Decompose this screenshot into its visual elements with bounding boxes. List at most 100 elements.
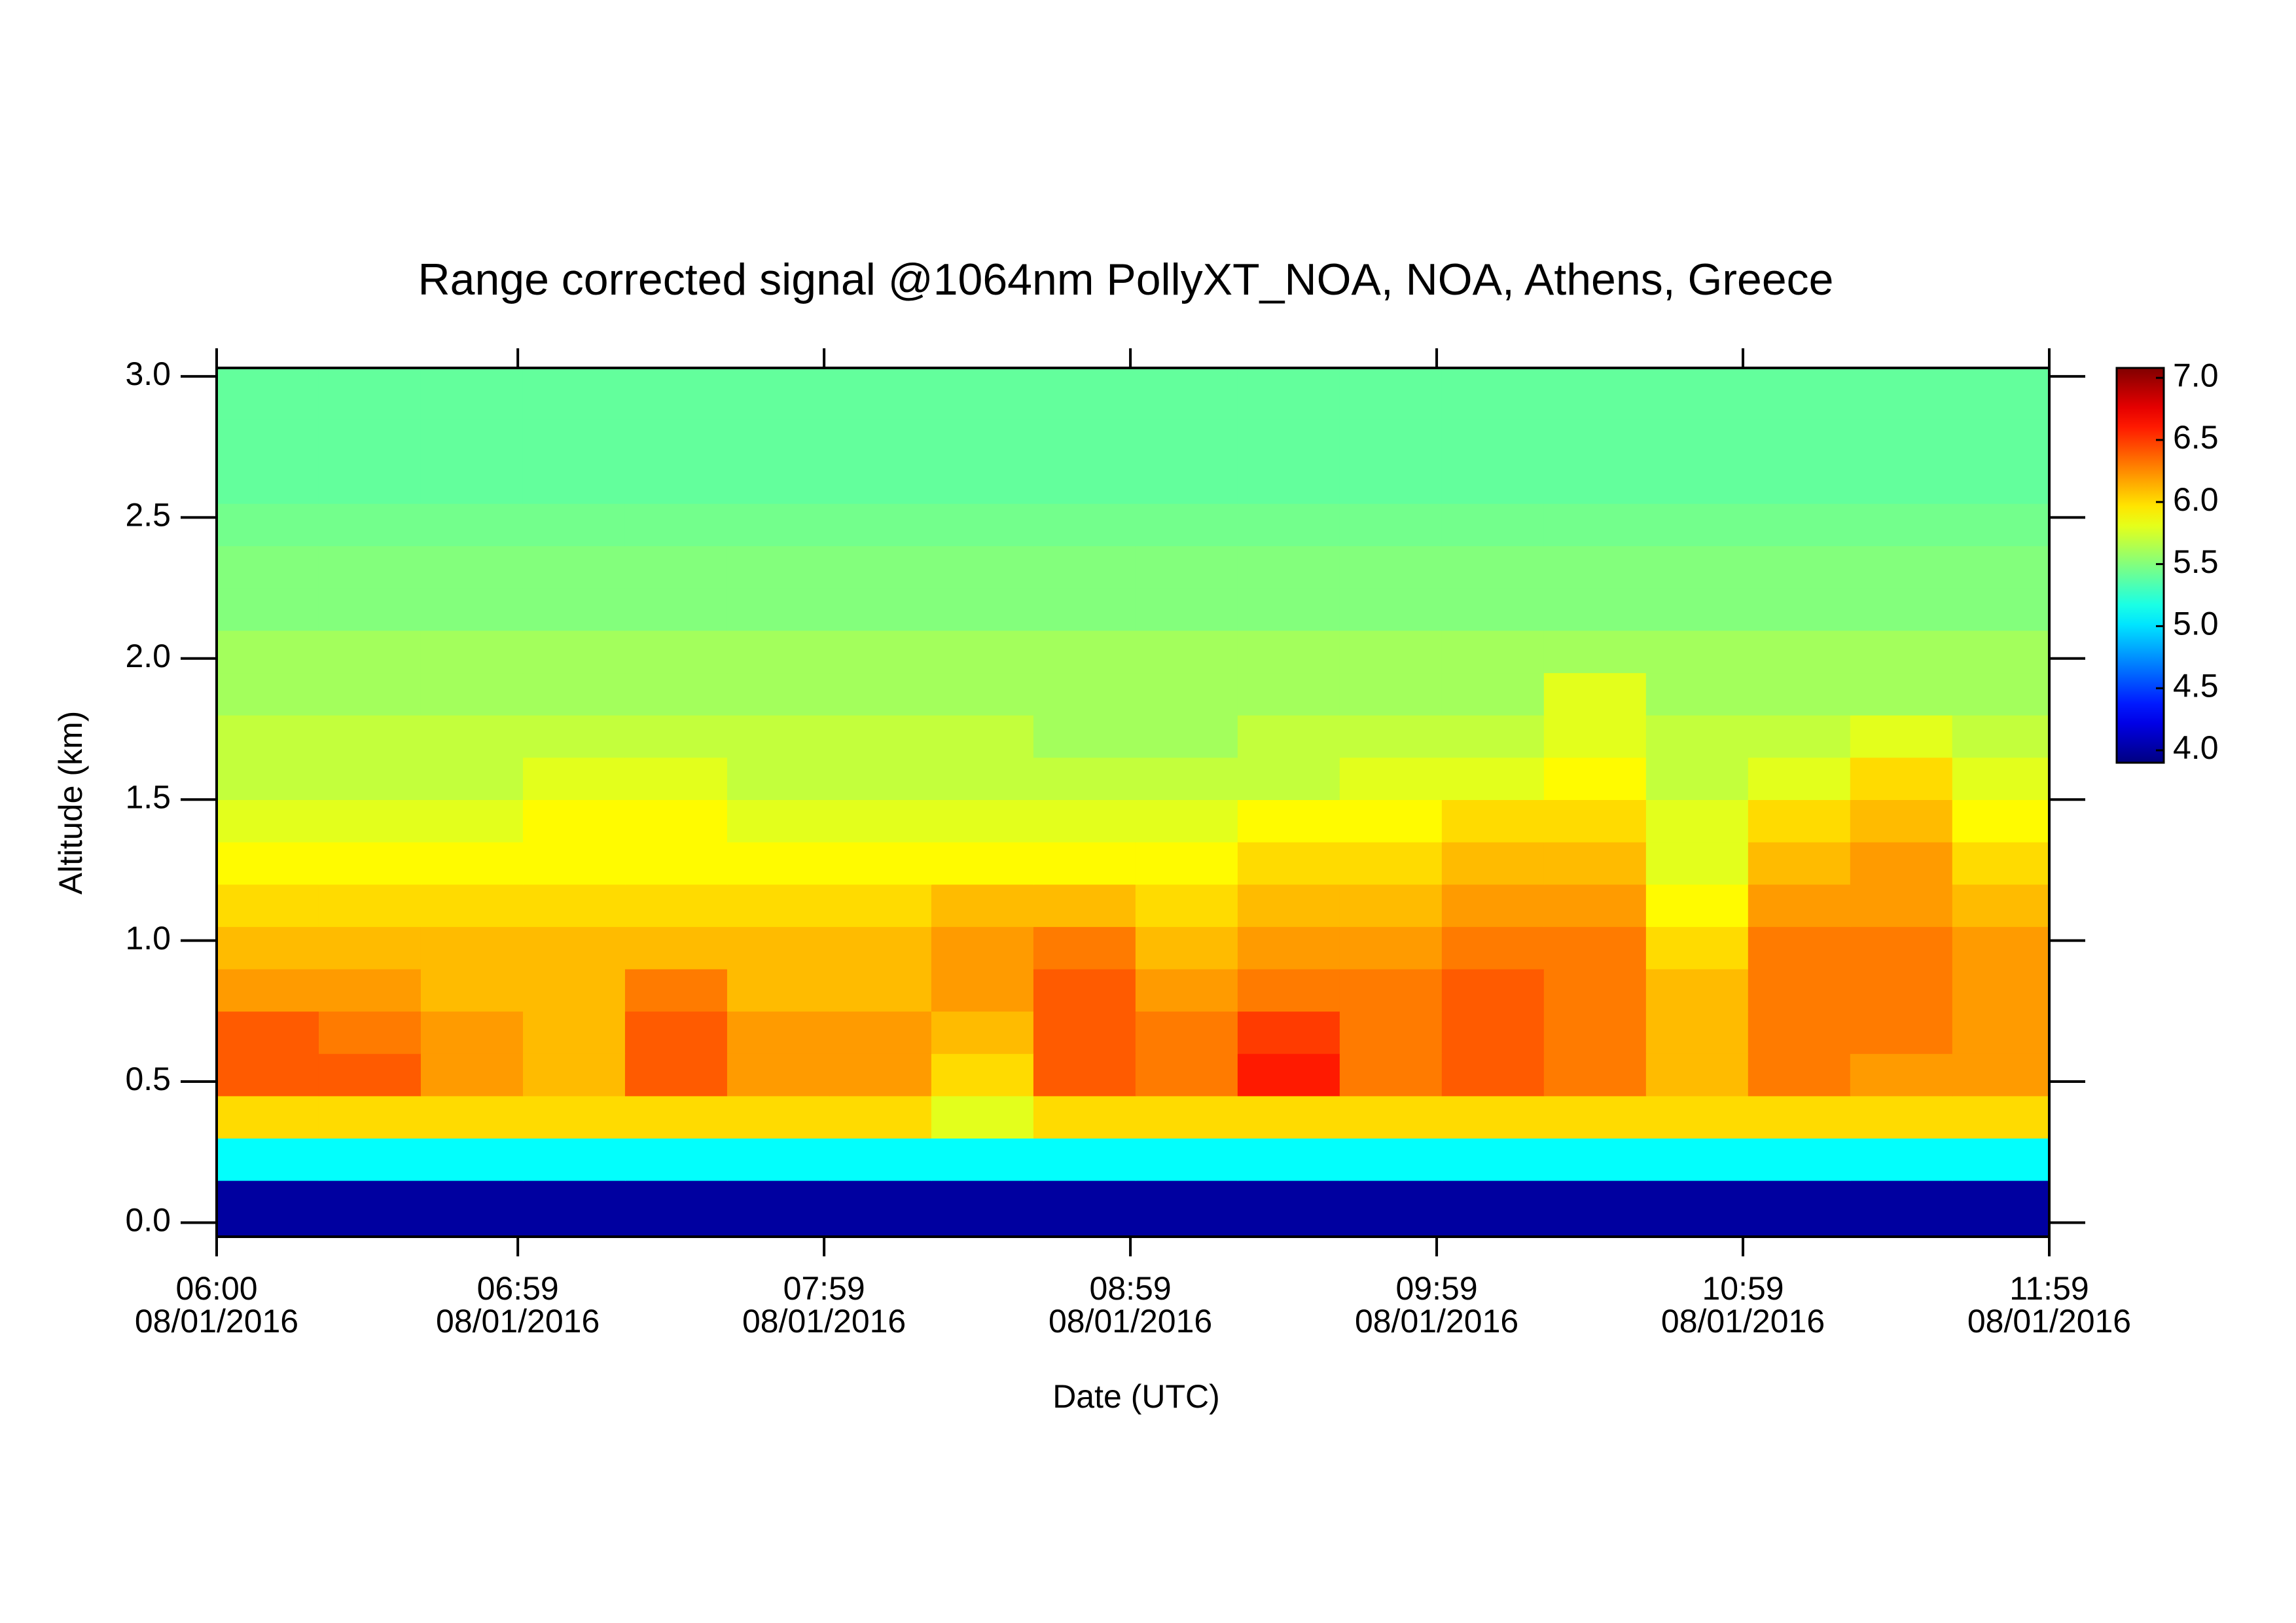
heat-cell	[318, 1180, 422, 1237]
heat-cell	[1850, 926, 1953, 970]
x-tick-label: 09:59	[1396, 1270, 1478, 1307]
heat-cell	[624, 368, 728, 420]
heat-cell	[522, 968, 626, 1012]
y-tick-label: 0.0	[125, 1202, 171, 1239]
heat-cell	[726, 1138, 830, 1181]
heat-cell	[1850, 418, 1953, 462]
heat-cell	[1543, 503, 1647, 547]
heat-cell	[1441, 841, 1545, 885]
y-tick-label: 0.5	[125, 1061, 171, 1097]
heat-cell	[420, 630, 524, 674]
heat-cell	[522, 588, 626, 631]
heat-cell	[829, 757, 932, 800]
heat-cell	[1135, 1011, 1238, 1054]
heat-cell	[420, 841, 524, 885]
y-tick-label: 1.0	[125, 920, 171, 957]
heat-cell	[829, 461, 932, 504]
heat-cell	[1135, 418, 1238, 462]
heat-cell	[522, 1138, 626, 1181]
heat-cell	[318, 926, 422, 970]
y-tick-label: 3.0	[125, 356, 171, 392]
heat-cell	[318, 545, 422, 589]
heat-cell	[318, 672, 422, 716]
heat-cell	[522, 757, 626, 800]
heat-cell	[1748, 757, 1851, 800]
colorbar-tick-label: 6.0	[2173, 481, 2219, 518]
heat-cell	[931, 461, 1034, 504]
heat-cell	[829, 968, 932, 1012]
heat-cell	[420, 1180, 524, 1237]
heat-cell	[726, 1011, 830, 1054]
heat-cell	[1645, 672, 1749, 716]
heat-cell	[1441, 968, 1545, 1012]
heat-cell	[1237, 1180, 1340, 1237]
heat-cell	[522, 884, 626, 927]
heat-cell	[1033, 926, 1136, 970]
heat-cell	[726, 1180, 830, 1237]
heat-cell	[1748, 545, 1851, 589]
heat-cell	[1135, 714, 1238, 758]
y-tick-label: 2.5	[125, 497, 171, 534]
heat-cell	[931, 968, 1034, 1012]
heat-cell	[1339, 841, 1443, 885]
heat-cell	[1645, 368, 1749, 420]
heat-cell	[420, 1011, 524, 1054]
heat-cell	[624, 461, 728, 504]
heat-cell	[1952, 757, 2050, 800]
heat-cell	[1033, 630, 1136, 674]
heat-cell	[1033, 841, 1136, 885]
heat-cell	[726, 799, 830, 843]
heat-cell	[1748, 588, 1851, 631]
heat-cell	[1645, 799, 1749, 843]
heat-cell	[624, 1180, 728, 1237]
heat-cell	[318, 757, 422, 800]
heat-cell	[1033, 1095, 1136, 1139]
heat-cell	[931, 1138, 1034, 1181]
colorbar-tick-label: 5.5	[2173, 543, 2219, 580]
colorbar-tick-label: 4.0	[2173, 729, 2219, 766]
colorbar-tick-label: 6.5	[2173, 419, 2219, 456]
heat-cell	[1339, 368, 1443, 420]
heat-cell	[522, 1011, 626, 1054]
heat-cell	[931, 418, 1034, 462]
heat-cell	[1441, 1011, 1545, 1054]
heat-cell	[1135, 799, 1238, 843]
heat-cell	[1748, 503, 1851, 547]
heat-cell	[217, 1180, 319, 1237]
heat-cell	[420, 672, 524, 716]
heat-cell	[217, 630, 319, 674]
heat-cell	[1339, 757, 1443, 800]
heat-cell	[1033, 1011, 1136, 1054]
heat-cell	[1748, 884, 1851, 927]
heat-cell	[726, 714, 830, 758]
x-tick-date: 08/01/2016	[436, 1303, 600, 1340]
heat-cell	[1645, 1011, 1749, 1054]
heat-cell	[1850, 630, 1953, 674]
heat-cell	[1237, 545, 1340, 589]
heat-cell	[217, 368, 319, 420]
heat-cell	[1033, 714, 1136, 758]
heat-cell	[1952, 799, 2050, 843]
heat-cell	[829, 545, 932, 589]
heat-cell	[217, 672, 319, 716]
heat-cell	[1850, 714, 1953, 758]
heat-cell	[1135, 545, 1238, 589]
heat-cell	[829, 672, 932, 716]
heat-cell	[1543, 884, 1647, 927]
heat-cell	[1748, 1011, 1851, 1054]
heat-cell	[726, 672, 830, 716]
heat-cell	[1135, 1138, 1238, 1181]
heat-cell	[1135, 630, 1238, 674]
heat-cell	[1033, 418, 1136, 462]
heat-cell	[829, 884, 932, 927]
heat-cell	[1033, 757, 1136, 800]
colorbar	[2115, 367, 2165, 764]
heat-cell	[1748, 926, 1851, 970]
heat-cell	[1850, 588, 1953, 631]
heat-cell	[1033, 1138, 1136, 1181]
heat-cell	[1237, 757, 1340, 800]
heat-cell	[217, 588, 319, 631]
heat-cell	[1850, 1138, 1953, 1181]
heat-cell	[522, 926, 626, 970]
